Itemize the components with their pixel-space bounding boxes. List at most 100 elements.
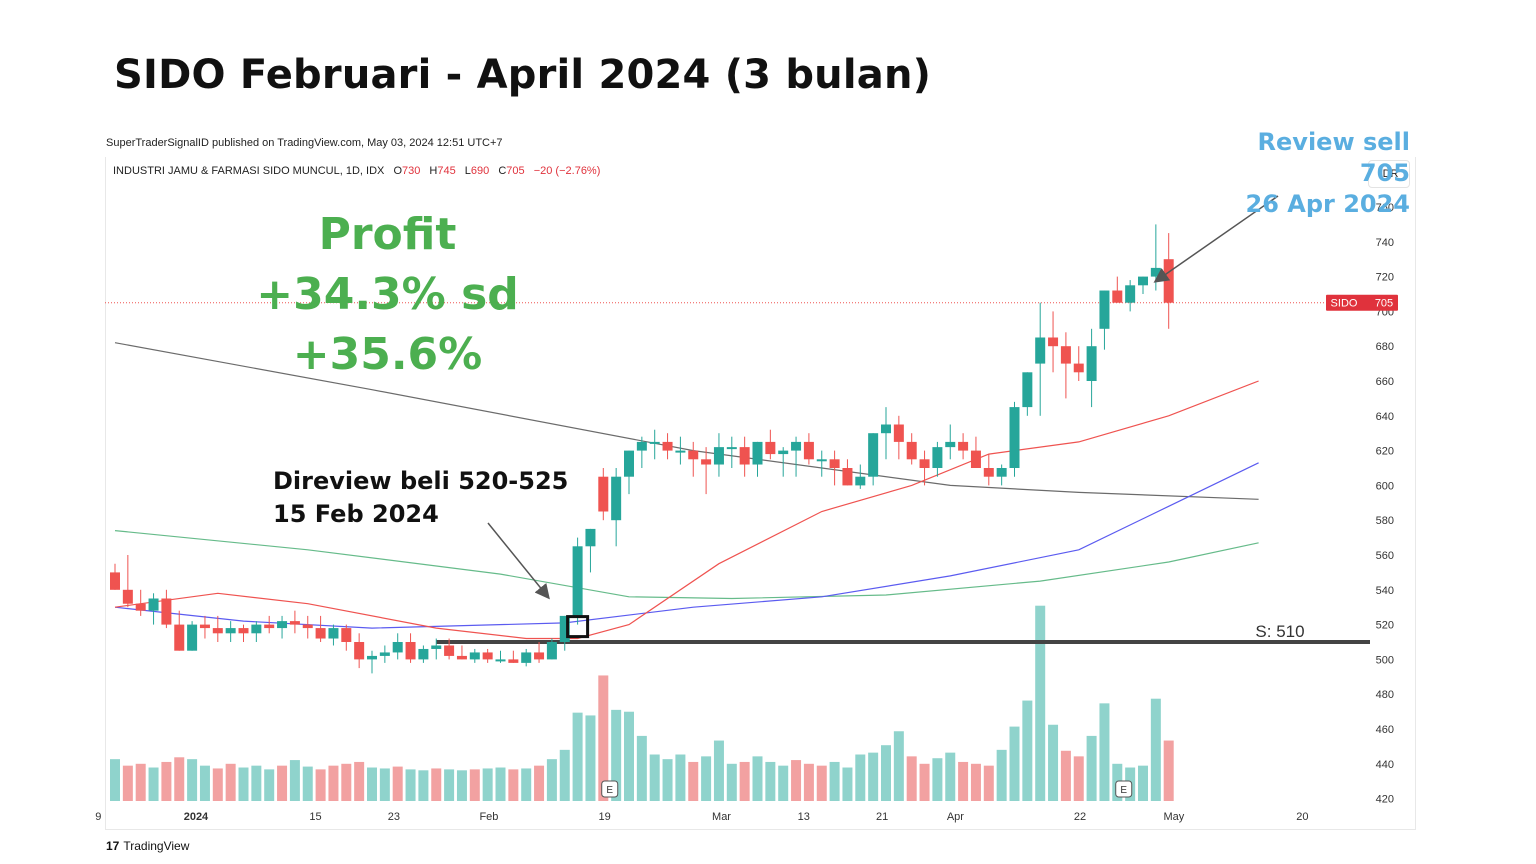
close-value: 705 [506,165,525,177]
candle-body [135,603,146,611]
volume-bar [289,760,300,801]
earnings-marker-feb[interactable] [601,780,619,798]
volume-bar [675,754,686,801]
volume-bar [739,761,750,801]
candle-body [906,441,917,460]
y-tick-label: 620 [1376,446,1394,458]
candle-body [431,645,442,649]
candle-body [1125,285,1136,303]
volume-bar [264,769,275,801]
buy-line1: Direview beli 520-525 [273,467,569,495]
candle-body [289,621,300,625]
volume-bar [701,756,712,801]
candle-body [238,628,249,634]
symbol-info-bar: INDUSTRI JAMU & FARMASI SIDO MUNCUL, 1D,… [113,165,600,177]
candle-body [868,433,879,477]
candle-body [302,624,313,629]
x-tick-label: 19 [598,811,610,823]
volume-bar [418,770,429,801]
y-tick-label: 480 [1376,689,1394,701]
candle-body [1138,276,1148,286]
moving-average-line [114,380,1259,640]
candle-body [829,459,840,468]
x-tick-label: Apr [947,811,964,823]
volume-bar [791,760,802,801]
candle-body [1022,372,1033,408]
y-tick-label: 580 [1376,515,1394,527]
volume-bar [392,766,403,801]
sell-arrow [1153,195,1279,283]
earnings-marker-apr[interactable] [1115,780,1133,798]
y-tick-label: 720 [1376,272,1394,284]
y-tick-label: 760 [1376,202,1394,214]
volume-bar [1073,756,1084,801]
sell-line1: Review sell 705 [1257,128,1410,187]
change-value: −20 (−2.76%) [533,165,601,177]
volume-bar [122,765,133,801]
candle-body [379,652,390,656]
y-tick-label: 600 [1376,480,1394,492]
volume-bar [444,769,455,801]
support-label: S: 510 [1255,622,1304,641]
tradingview-logo[interactable]: 17 TradingView [106,839,189,853]
volume-bar [328,765,339,801]
candle-body [958,441,969,451]
candle-body [122,589,133,604]
volume-bar [277,765,288,801]
candle-body [778,450,789,455]
candle-body [791,441,802,451]
candle-body [739,447,750,465]
volume-bar [572,712,583,801]
candle-body [148,598,159,611]
volume-bar [855,754,866,801]
low-label: L [464,165,471,177]
candle-body [161,598,172,625]
volume-bar [379,768,390,801]
x-tick-label: 2024 [184,811,209,823]
candle-body [765,441,776,455]
candle-body [277,621,288,629]
volume-bar [546,759,557,801]
candle-body [701,459,712,465]
candle-body [444,645,455,656]
candle-body [521,652,532,663]
y-tick-label: 520 [1376,620,1394,632]
volume-bar [174,757,185,801]
volume-bar [842,767,853,801]
volume-bar [906,756,917,801]
y-tick-label: 560 [1376,550,1394,562]
x-tick-label: 22 [1074,811,1086,823]
volume-bar [456,770,467,801]
candle-body [110,572,120,590]
volume-bar [1048,724,1059,801]
candle-body [636,441,647,451]
candle-body [816,459,827,462]
volume-bar [816,765,827,801]
volume-bar [932,758,943,801]
y-tick-label: 440 [1376,759,1394,771]
slide-title: SIDO Februari - April 2024 (3 bulan) [114,52,932,98]
sell-annotation: Review sell 705 26 Apr 2024 [1200,127,1411,220]
volume-bar [187,759,198,801]
candle-body [932,447,943,468]
candle-body [803,441,814,460]
volume-bar [1022,700,1033,801]
buy-marker-box [566,615,590,639]
candle-body [534,652,545,660]
candle-body [611,476,622,521]
price-tag-symbol: SIDO [1331,298,1358,310]
volume-bar [315,769,326,801]
candle-body [996,468,1007,477]
candle-body [662,441,673,451]
currency-button[interactable]: IDR [1368,160,1410,188]
candle-body [572,546,583,616]
volume-bar [996,749,1007,801]
candle-body [174,624,185,651]
candle-body [585,528,596,547]
volume-bar [1163,740,1174,801]
volume-bar [199,765,210,801]
candle-body [893,424,904,442]
candle-body [495,659,506,662]
candle-body [405,642,416,660]
